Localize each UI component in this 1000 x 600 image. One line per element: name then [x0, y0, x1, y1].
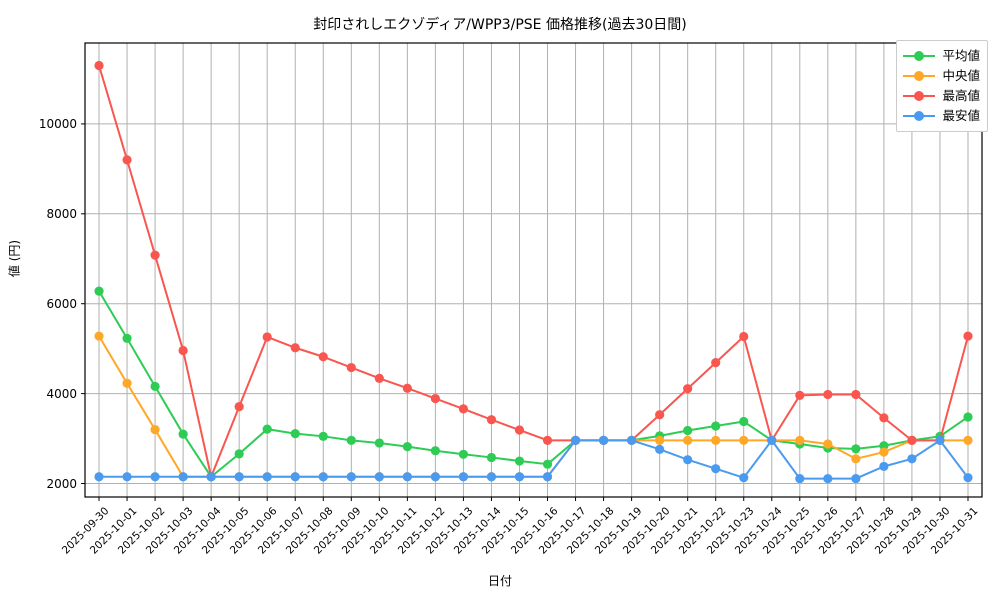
legend-item-1[interactable]: 平均値: [903, 46, 980, 66]
y-tick-label: 2000: [46, 476, 77, 491]
y-tick-label: 8000: [46, 206, 77, 221]
axis-tick-marks: [81, 123, 969, 501]
legend-marker-icon: [903, 109, 936, 123]
legend-marker-icon: [903, 69, 936, 83]
legend-marker-icon: [903, 89, 936, 103]
y-tick-label: 10000: [38, 116, 77, 131]
chart-title: 封印されしエクゾディア/WPP3/PSE 価格推移(過去30日間): [313, 17, 687, 33]
legend-item-2[interactable]: 中央値: [903, 66, 980, 86]
y-tick-label: 6000: [46, 296, 77, 311]
series-1: [94, 286, 973, 482]
legend-label: 最安値: [942, 108, 980, 123]
series-2: [94, 331, 973, 482]
series-4: [94, 435, 973, 484]
legend-item-4[interactable]: 最安値: [903, 106, 980, 126]
x-axis-label: 日付: [487, 574, 512, 588]
plot-frame: [84, 42, 983, 498]
legend-marker-icon: [903, 49, 936, 63]
legend-label: 中央値: [942, 68, 980, 83]
legend-label: 最高値: [942, 88, 980, 103]
legend-label: 平均値: [942, 48, 980, 63]
legend-item-3[interactable]: 最高値: [903, 86, 980, 106]
y-tick-label: 4000: [46, 386, 77, 401]
grid-lines: [85, 43, 982, 497]
chart-legend: 平均値中央値最高値最安値: [896, 40, 988, 132]
